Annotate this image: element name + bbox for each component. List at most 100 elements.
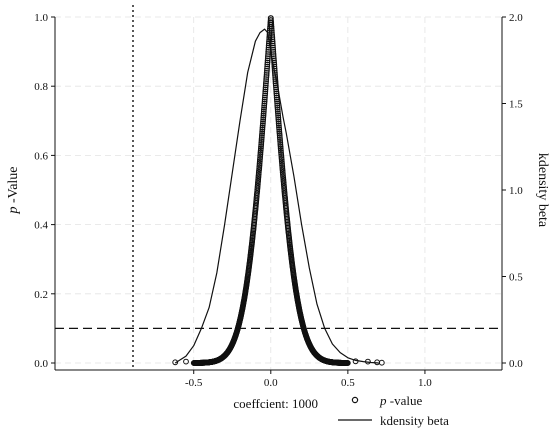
pvalue-point-102 [260, 120, 266, 127]
pvalue-point-54 [263, 72, 270, 78]
pvalue-point-107 [276, 124, 282, 131]
pvalue-point-115 [276, 132, 283, 139]
pvalue-point-88 [261, 106, 267, 113]
pvalue-point-42 [264, 59, 271, 66]
legend-label-kdensity: kdensity beta [380, 413, 449, 428]
pvalue-outlier-5 [378, 359, 385, 366]
pvalue-point-82 [261, 100, 268, 107]
pvalue-point-84 [261, 102, 268, 109]
pvalue-point-99 [275, 116, 282, 123]
pvalue-point-43 [271, 59, 278, 66]
pvalue-point-101 [275, 118, 282, 125]
pvalue-point-76 [262, 94, 268, 101]
pvalue-point-97 [275, 114, 282, 121]
pvalue-point-80 [261, 98, 268, 105]
pvalue-point-127 [277, 143, 284, 150]
pvalue-point-72 [262, 90, 269, 97]
grid-lines [55, 16, 502, 370]
pvalue-point-47 [271, 63, 278, 70]
y-left-tick-label-4: 0.8 [34, 81, 48, 93]
pvalue-point-131 [278, 147, 284, 154]
pvalue-point-93 [275, 110, 281, 117]
pvalue-point-105 [276, 122, 282, 129]
y-axis-label-right: kdensity beta [535, 153, 550, 228]
pvalue-point-113 [276, 130, 283, 137]
pvalue-point-140 [257, 156, 263, 163]
legend: p -value kdensity beta [338, 393, 449, 428]
pvalue-outlier-2 [352, 358, 359, 365]
pvalue-point-39 [270, 55, 277, 62]
pvalue-point-59 [272, 76, 279, 82]
pvalue-point-64 [262, 82, 269, 89]
y-right-tick-label-1: 0.5 [509, 272, 523, 284]
pvalue-point-106 [259, 124, 266, 131]
pvalue-point-94 [260, 112, 267, 119]
pvalue-point-133 [278, 149, 284, 156]
kdensity-line [174, 28, 379, 364]
pvalue-point-60 [263, 78, 270, 85]
pvalue-point-51 [271, 67, 278, 74]
y-axis-label-left: p -Value [6, 166, 21, 214]
x-tick-label-3: 1.0 [418, 377, 432, 389]
pvalue-point-81 [274, 98, 280, 105]
legend-label-pvalue: p -value [379, 393, 422, 408]
pvalue-point-153 [279, 167, 286, 174]
pvalue-point-55 [272, 72, 278, 78]
pvalue-point-45 [271, 61, 278, 68]
pvalue-point-121 [277, 138, 284, 144]
pvalue-point-119 [277, 136, 283, 143]
pvalue-point-56 [263, 74, 270, 80]
pvalue-point-86 [261, 104, 268, 111]
pvalue-point-78 [261, 96, 268, 103]
pvalue-point-44 [264, 61, 271, 68]
pvalue-point-62 [263, 80, 269, 87]
legend-marker-pvalue [351, 396, 359, 404]
pvalue-point-124 [258, 141, 265, 148]
pvalue-outlier-1 [183, 358, 189, 365]
y-left-tick-label-0: 0.0 [34, 358, 48, 370]
y-left-tick-label-3: 0.6 [34, 150, 48, 162]
pvalue-point-49 [271, 65, 278, 72]
y-left-tick-label-5: 1.0 [34, 12, 48, 24]
pvalue-point-1 [268, 15, 274, 22]
pvalue-point-67 [273, 84, 279, 91]
pvalue-outlier-3 [365, 358, 371, 365]
pvalue-point-53 [272, 70, 278, 76]
pvalue-point-77 [273, 94, 280, 101]
pvalue-point-69 [273, 86, 280, 93]
pvalue-point-125 [277, 141, 284, 148]
pvalue-point-34 [265, 51, 272, 57]
pvalue-point-29 [270, 44, 276, 51]
reference-lines [55, 5, 502, 370]
pvalue-point-41 [271, 57, 277, 64]
x-tick-label-1: 0.0 [264, 377, 278, 389]
pvalue-point-145 [279, 160, 285, 167]
y-left-tick-label-1: 0.2 [34, 289, 48, 301]
pvalue-point-48 [264, 65, 270, 72]
x-tick-label-2: 0.5 [341, 377, 355, 389]
pvalue-point-46 [264, 63, 271, 70]
pvalue-point-999 [344, 360, 351, 366]
pvalue-point-116 [258, 134, 265, 141]
pvalue-point-65 [272, 82, 279, 89]
pvalue-point-70 [262, 88, 269, 95]
ticks: 0.0 0.2 0.4 0.6 0.8 1.0 0.0 0.5 1.0 1.5 2.0 -0.5 0.0… [34, 12, 523, 389]
pvalue-point-96 [260, 114, 267, 121]
pvalue-point-75 [273, 92, 280, 99]
y-right-tick-label-3: 1.5 [509, 99, 523, 111]
pvalue-point-63 [272, 80, 279, 87]
pvalue-point-98 [260, 116, 267, 123]
pvalue-point-117 [276, 134, 283, 141]
pvalue-point-110 [259, 128, 266, 135]
pvalue-point-114 [259, 132, 265, 139]
pvalue-point-40 [264, 57, 271, 64]
pvalue-point-58 [263, 76, 270, 82]
pvalue-point-108 [259, 126, 266, 133]
x-axis-label: coeffcient: 1000 [233, 396, 318, 411]
pvalue-point-37 [270, 53, 277, 60]
pvalue-point-144 [256, 160, 263, 167]
pvalue-point-141 [278, 156, 285, 163]
pvalue-point-50 [264, 67, 270, 74]
pvalue-point-61 [272, 78, 279, 85]
